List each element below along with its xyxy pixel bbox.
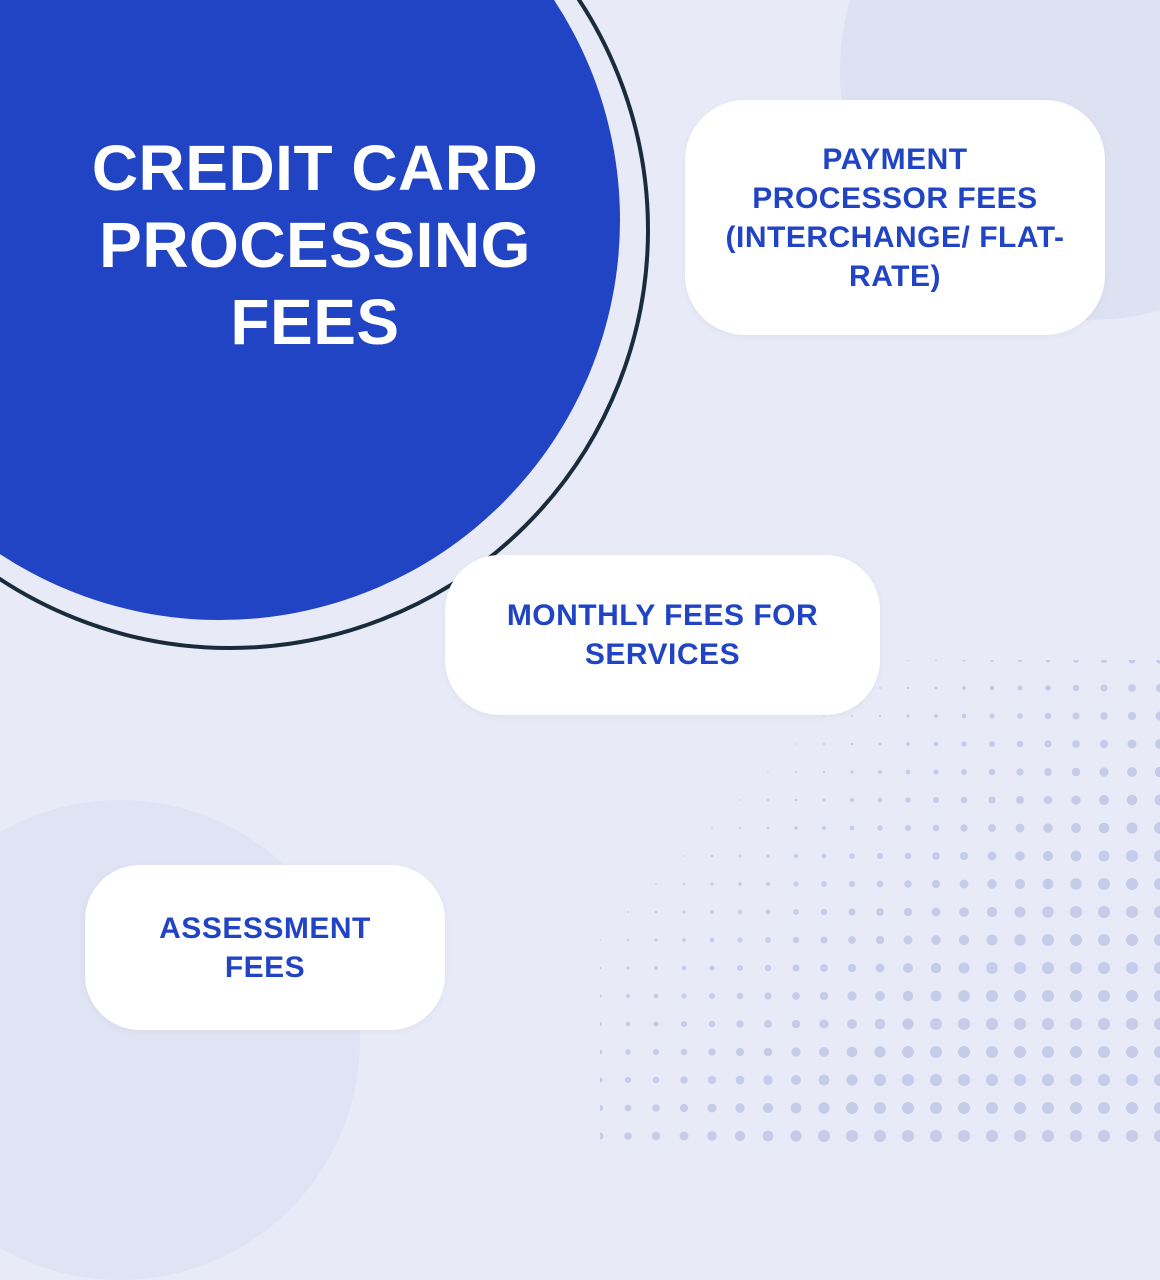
pill-label: PAYMENT PROCESSOR FEES (INTERCHANGE/ FLA… xyxy=(725,140,1065,296)
pill-label: MONTHLY FEES FOR SERVICES xyxy=(485,596,840,674)
main-title: CREDIT CARD PROCESSING FEES xyxy=(50,130,580,360)
dot-pattern xyxy=(600,660,1160,1160)
pill-label: ASSESSMENT FEES xyxy=(125,909,405,987)
main-circle: CREDIT CARD PROCESSING FEES xyxy=(0,0,620,620)
pill-monthly-fees: MONTHLY FEES FOR SERVICES xyxy=(445,555,880,715)
pill-assessment-fees: ASSESSMENT FEES xyxy=(85,865,445,1030)
pill-payment-processor: PAYMENT PROCESSOR FEES (INTERCHANGE/ FLA… xyxy=(685,100,1105,335)
